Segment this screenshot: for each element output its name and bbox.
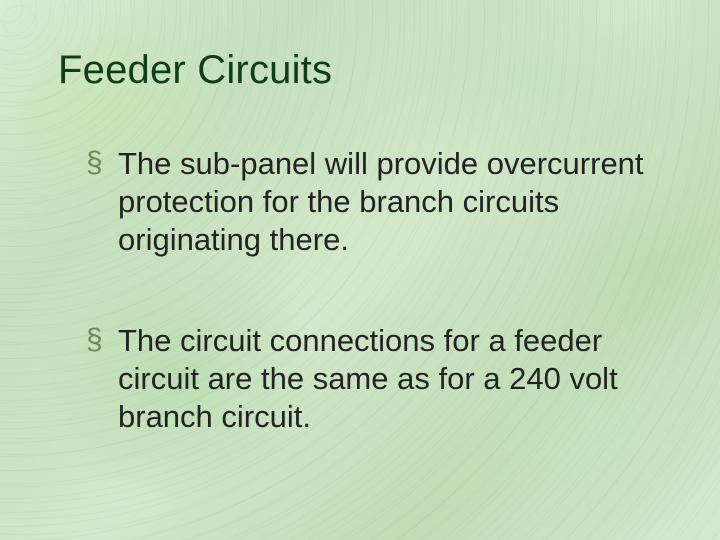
list-item: The sub-panel will provide overcurrent p… (86, 145, 662, 258)
slide-title: Feeder Circuits (58, 48, 662, 93)
slide-content: Feeder Circuits The sub-panel will provi… (0, 0, 720, 540)
bullet-list: The sub-panel will provide overcurrent p… (58, 145, 662, 436)
list-item: The circuit connections for a feeder cir… (86, 322, 662, 435)
bullet-text: The sub-panel will provide overcurrent p… (118, 146, 644, 257)
bullet-text: The circuit connections for a feeder cir… (118, 323, 618, 434)
